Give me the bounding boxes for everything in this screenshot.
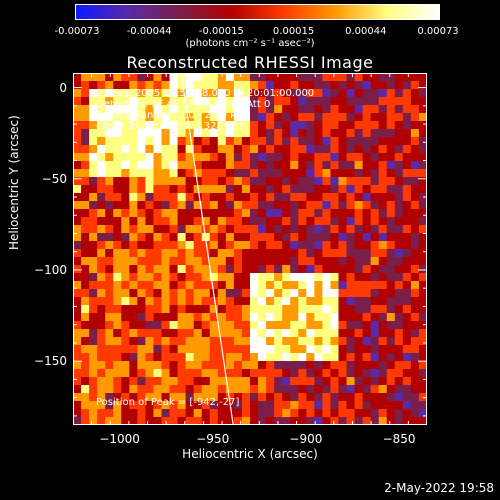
heatmap-cells (73, 73, 427, 425)
x-tick-label: −950 (196, 432, 230, 446)
colorbar-tick-label: 0.00073 (417, 26, 459, 37)
info-energy: Energy Range: 12.0 - 25.0 keV (96, 110, 249, 121)
plot-frame (73, 73, 427, 425)
colorbar (75, 4, 440, 20)
heatmap-plot (73, 73, 427, 425)
y-tick-label: −150 (34, 354, 67, 369)
info-peak: Position of Peak = [-942,-27] (96, 397, 240, 408)
x-tick-label: −1000 (99, 432, 140, 446)
chart-title: Reconstructed RHESSI Image (126, 53, 374, 72)
y-tick-label: 0 (59, 80, 67, 95)
x-tick-label: −900 (289, 432, 323, 446)
plot-date: 2-May-2022 19:58 (384, 481, 494, 495)
x-tick-label: −850 (382, 432, 416, 446)
y-tick-label: −100 (34, 262, 67, 277)
info-clean: Clean Total counts: 3.32E+03 (96, 121, 244, 132)
y-axis-label: Heliocentric Y (arcsec) (7, 115, 21, 250)
solar-limb-line (180, 73, 234, 425)
colorbar-tick-label: -0.00015 (198, 26, 244, 37)
colorbar-tick-label: -0.00044 (126, 26, 172, 37)
colorbar-tick-label: -0.00073 (54, 26, 100, 37)
colorbar-tick-label: 0.00044 (345, 26, 387, 37)
colorbar-tick-label: 0.00015 (272, 26, 315, 37)
info-detectors: Detectors: 3F 4F 5F 6F 7F 8F, Att 0 (96, 99, 271, 110)
info-time: 23-Sep-2005 19:58:48.000 to 20:01:00.000 (96, 88, 315, 99)
x-axis-label: Heliocentric X (arcsec) (182, 447, 318, 461)
colorbar-units: (photons cm⁻² s⁻¹ asec⁻²) (185, 38, 315, 49)
y-tick-label: −50 (41, 171, 67, 186)
